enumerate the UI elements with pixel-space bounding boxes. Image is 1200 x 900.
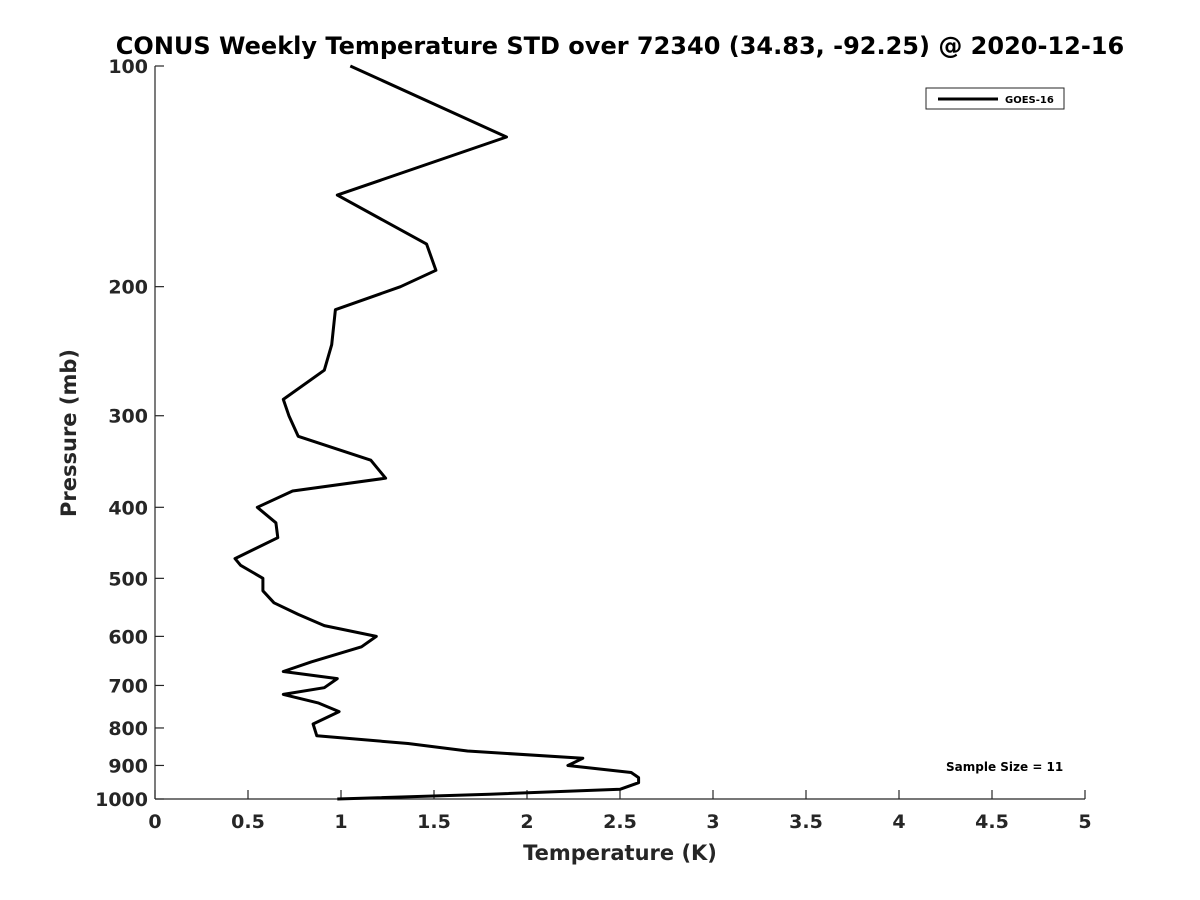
y-tick-label: 300 — [108, 406, 148, 428]
plot-axes — [154, 66, 1085, 800]
x-tick-label: 2 — [520, 811, 533, 833]
y-tick-label: 800 — [108, 718, 148, 740]
x-tick-label: 4.5 — [975, 811, 1009, 833]
y-tick-label: 900 — [108, 755, 148, 777]
x-ticks: 0 0.5 1 1.5 2 2.5 3 3.5 4 4.5 5 — [148, 790, 1092, 833]
chart-title: CONUS Weekly Temperature STD over 72340 … — [116, 32, 1124, 60]
x-tick-label: 5 — [1078, 811, 1091, 833]
x-axis-label: Temperature (K) — [523, 841, 717, 865]
y-tick-label: 600 — [108, 626, 148, 648]
series-layer — [233, 64, 641, 801]
y-tick-label: 500 — [108, 568, 148, 590]
x-tick-label: 2.5 — [603, 811, 637, 833]
series-line — [233, 64, 641, 801]
x-tick-label: 3 — [706, 811, 719, 833]
y-tick-label: 400 — [108, 497, 148, 519]
x-tick-label: 3.5 — [789, 811, 823, 833]
y-ticks: 100 200 300 400 500 600 700 800 900 1000 — [95, 56, 164, 811]
legend: GOES-16 — [925, 87, 1065, 110]
x-tick-label: 4 — [892, 811, 905, 833]
y-tick-label: 1000 — [95, 789, 148, 811]
y-axis-label: Pressure (mb) — [57, 349, 81, 517]
sample-size-annotation: Sample Size = 11 — [946, 760, 1063, 774]
x-tick-label: 1 — [334, 811, 347, 833]
y-tick-label: 100 — [108, 56, 148, 78]
legend-label: GOES-16 — [1005, 95, 1054, 106]
x-tick-label: 0.5 — [231, 811, 265, 833]
y-tick-label: 700 — [108, 675, 148, 697]
x-tick-label: 1.5 — [417, 811, 451, 833]
y-tick-label: 200 — [108, 277, 148, 299]
x-tick-label: 0 — [148, 811, 161, 833]
